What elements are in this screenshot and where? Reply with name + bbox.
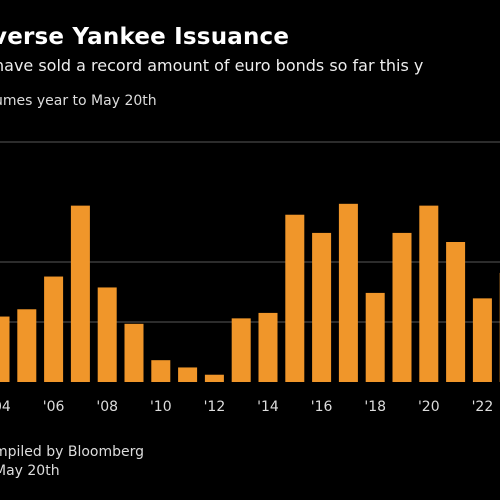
bar-2008 bbox=[97, 287, 117, 382]
bar-2007 bbox=[70, 205, 90, 382]
bar-2019 bbox=[392, 232, 412, 382]
chart-title: verse Yankee Issuance bbox=[0, 24, 290, 50]
bar-2009 bbox=[124, 323, 144, 382]
bar-2018 bbox=[365, 292, 385, 382]
axis-note: umes year to May 20th bbox=[0, 93, 157, 109]
x-tick-label: '20 bbox=[418, 399, 440, 415]
bar-2011 bbox=[178, 367, 198, 382]
bar-2005 bbox=[17, 309, 37, 382]
bar-2016 bbox=[312, 232, 332, 382]
source-note: mpiled by Bloomberg bbox=[0, 444, 145, 460]
x-tick-label: '12 bbox=[204, 399, 226, 415]
bar-2010 bbox=[151, 360, 171, 382]
bar-2012 bbox=[204, 374, 224, 382]
bar-2006 bbox=[44, 276, 64, 382]
x-tick-label: '22 bbox=[472, 399, 494, 415]
bar-2013 bbox=[231, 318, 251, 382]
chart-subtitle: have sold a record amount of euro bonds … bbox=[0, 56, 424, 75]
bar-2020 bbox=[419, 205, 439, 382]
x-tick-label: '16 bbox=[311, 399, 333, 415]
bar-2014 bbox=[258, 312, 278, 382]
bar-2022 bbox=[472, 298, 492, 382]
x-tick-label: '10 bbox=[150, 399, 172, 415]
x-tick-label: '06 bbox=[43, 399, 65, 415]
bar-2015 bbox=[285, 214, 305, 382]
x-tick-label: '18 bbox=[364, 399, 386, 415]
x-tick-label: '04 bbox=[0, 399, 11, 415]
x-tick-label: '08 bbox=[96, 399, 118, 415]
bar-2021 bbox=[446, 242, 466, 382]
bar-2004 bbox=[0, 316, 10, 382]
date-note: May 20th bbox=[0, 463, 60, 479]
bar-2017 bbox=[338, 203, 358, 382]
x-tick-label: '14 bbox=[257, 399, 279, 415]
